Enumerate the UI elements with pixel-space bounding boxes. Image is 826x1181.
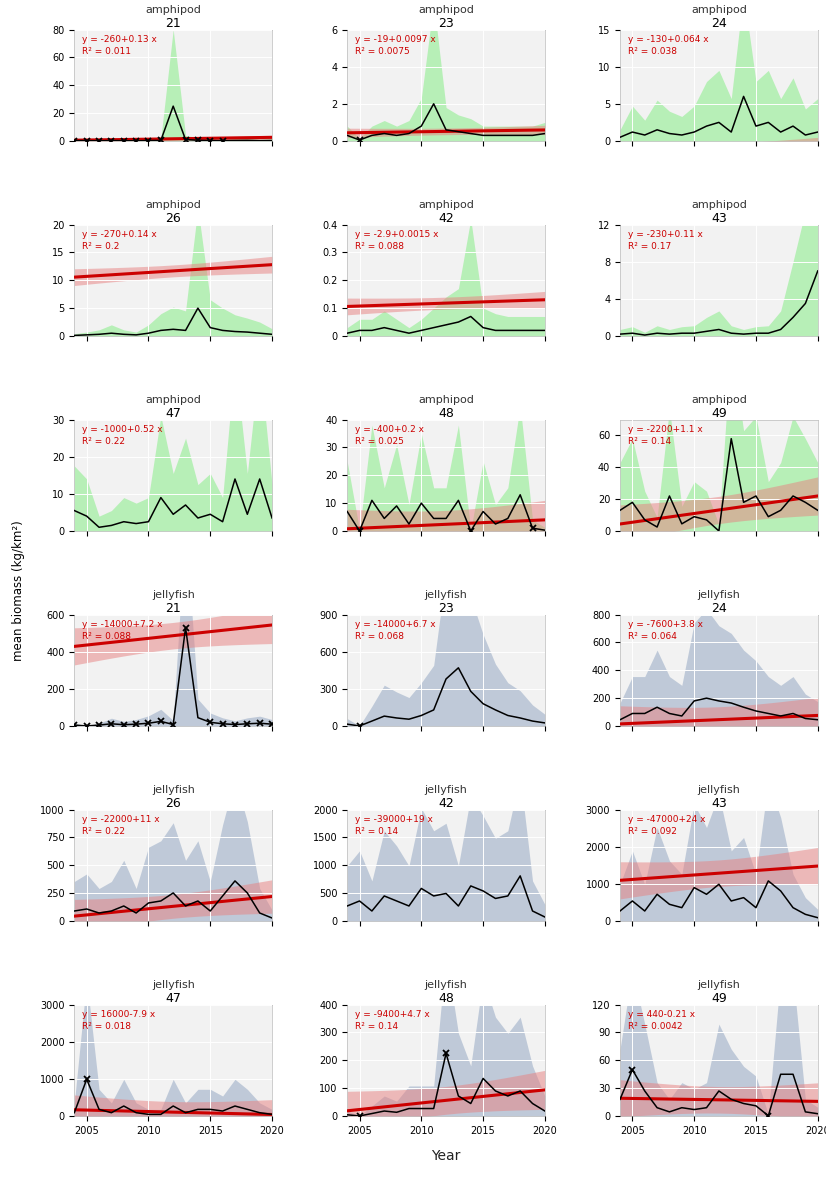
Title: 43: 43 bbox=[711, 797, 727, 810]
Title: 42: 42 bbox=[438, 211, 454, 224]
Text: amphipod: amphipod bbox=[418, 200, 474, 210]
Title: 43: 43 bbox=[711, 211, 727, 224]
Text: jellyfish: jellyfish bbox=[152, 785, 195, 795]
Title: 23: 23 bbox=[438, 17, 454, 30]
Text: jellyfish: jellyfish bbox=[425, 785, 468, 795]
Text: amphipod: amphipod bbox=[691, 396, 747, 405]
Text: jellyfish: jellyfish bbox=[697, 785, 740, 795]
Title: 47: 47 bbox=[165, 406, 181, 419]
Title: 49: 49 bbox=[711, 992, 727, 1005]
Text: y = -130+0.064 x
R² = 0.038: y = -130+0.064 x R² = 0.038 bbox=[628, 35, 709, 56]
Title: 48: 48 bbox=[438, 992, 454, 1005]
Title: 48: 48 bbox=[438, 406, 454, 419]
Text: Year: Year bbox=[431, 1149, 461, 1163]
Text: jellyfish: jellyfish bbox=[152, 590, 195, 600]
Title: 24: 24 bbox=[711, 17, 727, 30]
Text: amphipod: amphipod bbox=[145, 200, 202, 210]
Text: y = -2200+1.1 x
R² = 0.14: y = -2200+1.1 x R² = 0.14 bbox=[628, 425, 703, 446]
Title: 26: 26 bbox=[165, 797, 181, 810]
Text: y = -260+0.13 x
R² = 0.011: y = -260+0.13 x R² = 0.011 bbox=[83, 35, 157, 56]
Title: 26: 26 bbox=[165, 211, 181, 224]
Text: amphipod: amphipod bbox=[691, 5, 747, 15]
Text: y = -39000+19 x
R² = 0.14: y = -39000+19 x R² = 0.14 bbox=[355, 815, 433, 836]
Text: y = -400+0.2 x
R² = 0.025: y = -400+0.2 x R² = 0.025 bbox=[355, 425, 424, 446]
Title: 24: 24 bbox=[711, 601, 727, 614]
Text: y = -22000+11 x
R² = 0.22: y = -22000+11 x R² = 0.22 bbox=[83, 815, 160, 836]
Text: y = -1000+0.52 x
R² = 0.22: y = -1000+0.52 x R² = 0.22 bbox=[83, 425, 163, 446]
Text: amphipod: amphipod bbox=[418, 5, 474, 15]
Text: y = 16000-7.9 x
R² = 0.018: y = 16000-7.9 x R² = 0.018 bbox=[83, 1010, 155, 1031]
Text: mean biomass (kg/km²): mean biomass (kg/km²) bbox=[12, 520, 26, 661]
Text: amphipod: amphipod bbox=[418, 396, 474, 405]
Text: y = -47000+24 x
R² = 0.092: y = -47000+24 x R² = 0.092 bbox=[628, 815, 705, 836]
Text: y = -230+0.11 x
R² = 0.17: y = -230+0.11 x R² = 0.17 bbox=[628, 230, 703, 250]
Text: amphipod: amphipod bbox=[691, 200, 747, 210]
Text: y = -2.9+0.0015 x
R² = 0.088: y = -2.9+0.0015 x R² = 0.088 bbox=[355, 230, 439, 250]
Title: 21: 21 bbox=[165, 601, 181, 614]
Text: y = -7600+3.8 x
R² = 0.064: y = -7600+3.8 x R² = 0.064 bbox=[628, 620, 703, 641]
Text: y = -14000+6.7 x
R² = 0.068: y = -14000+6.7 x R² = 0.068 bbox=[355, 620, 436, 641]
Text: y = -19+0.0097 x
R² = 0.0075: y = -19+0.0097 x R² = 0.0075 bbox=[355, 35, 436, 56]
Text: amphipod: amphipod bbox=[145, 5, 202, 15]
Title: 21: 21 bbox=[165, 17, 181, 30]
Text: amphipod: amphipod bbox=[145, 396, 202, 405]
Title: 42: 42 bbox=[438, 797, 454, 810]
Text: jellyfish: jellyfish bbox=[425, 980, 468, 990]
Text: jellyfish: jellyfish bbox=[152, 980, 195, 990]
Title: 23: 23 bbox=[438, 601, 454, 614]
Title: 47: 47 bbox=[165, 992, 181, 1005]
Text: jellyfish: jellyfish bbox=[697, 980, 740, 990]
Text: y = -270+0.14 x
R² = 0.2: y = -270+0.14 x R² = 0.2 bbox=[83, 230, 157, 250]
Text: jellyfish: jellyfish bbox=[697, 590, 740, 600]
Text: y = 440-0.21 x
R² = 0.0042: y = 440-0.21 x R² = 0.0042 bbox=[628, 1010, 695, 1031]
Text: y = -14000+7.2 x
R² = 0.088: y = -14000+7.2 x R² = 0.088 bbox=[83, 620, 163, 641]
Title: 49: 49 bbox=[711, 406, 727, 419]
Text: jellyfish: jellyfish bbox=[425, 590, 468, 600]
Text: y = -9400+4.7 x
R² = 0.14: y = -9400+4.7 x R² = 0.14 bbox=[355, 1010, 430, 1031]
